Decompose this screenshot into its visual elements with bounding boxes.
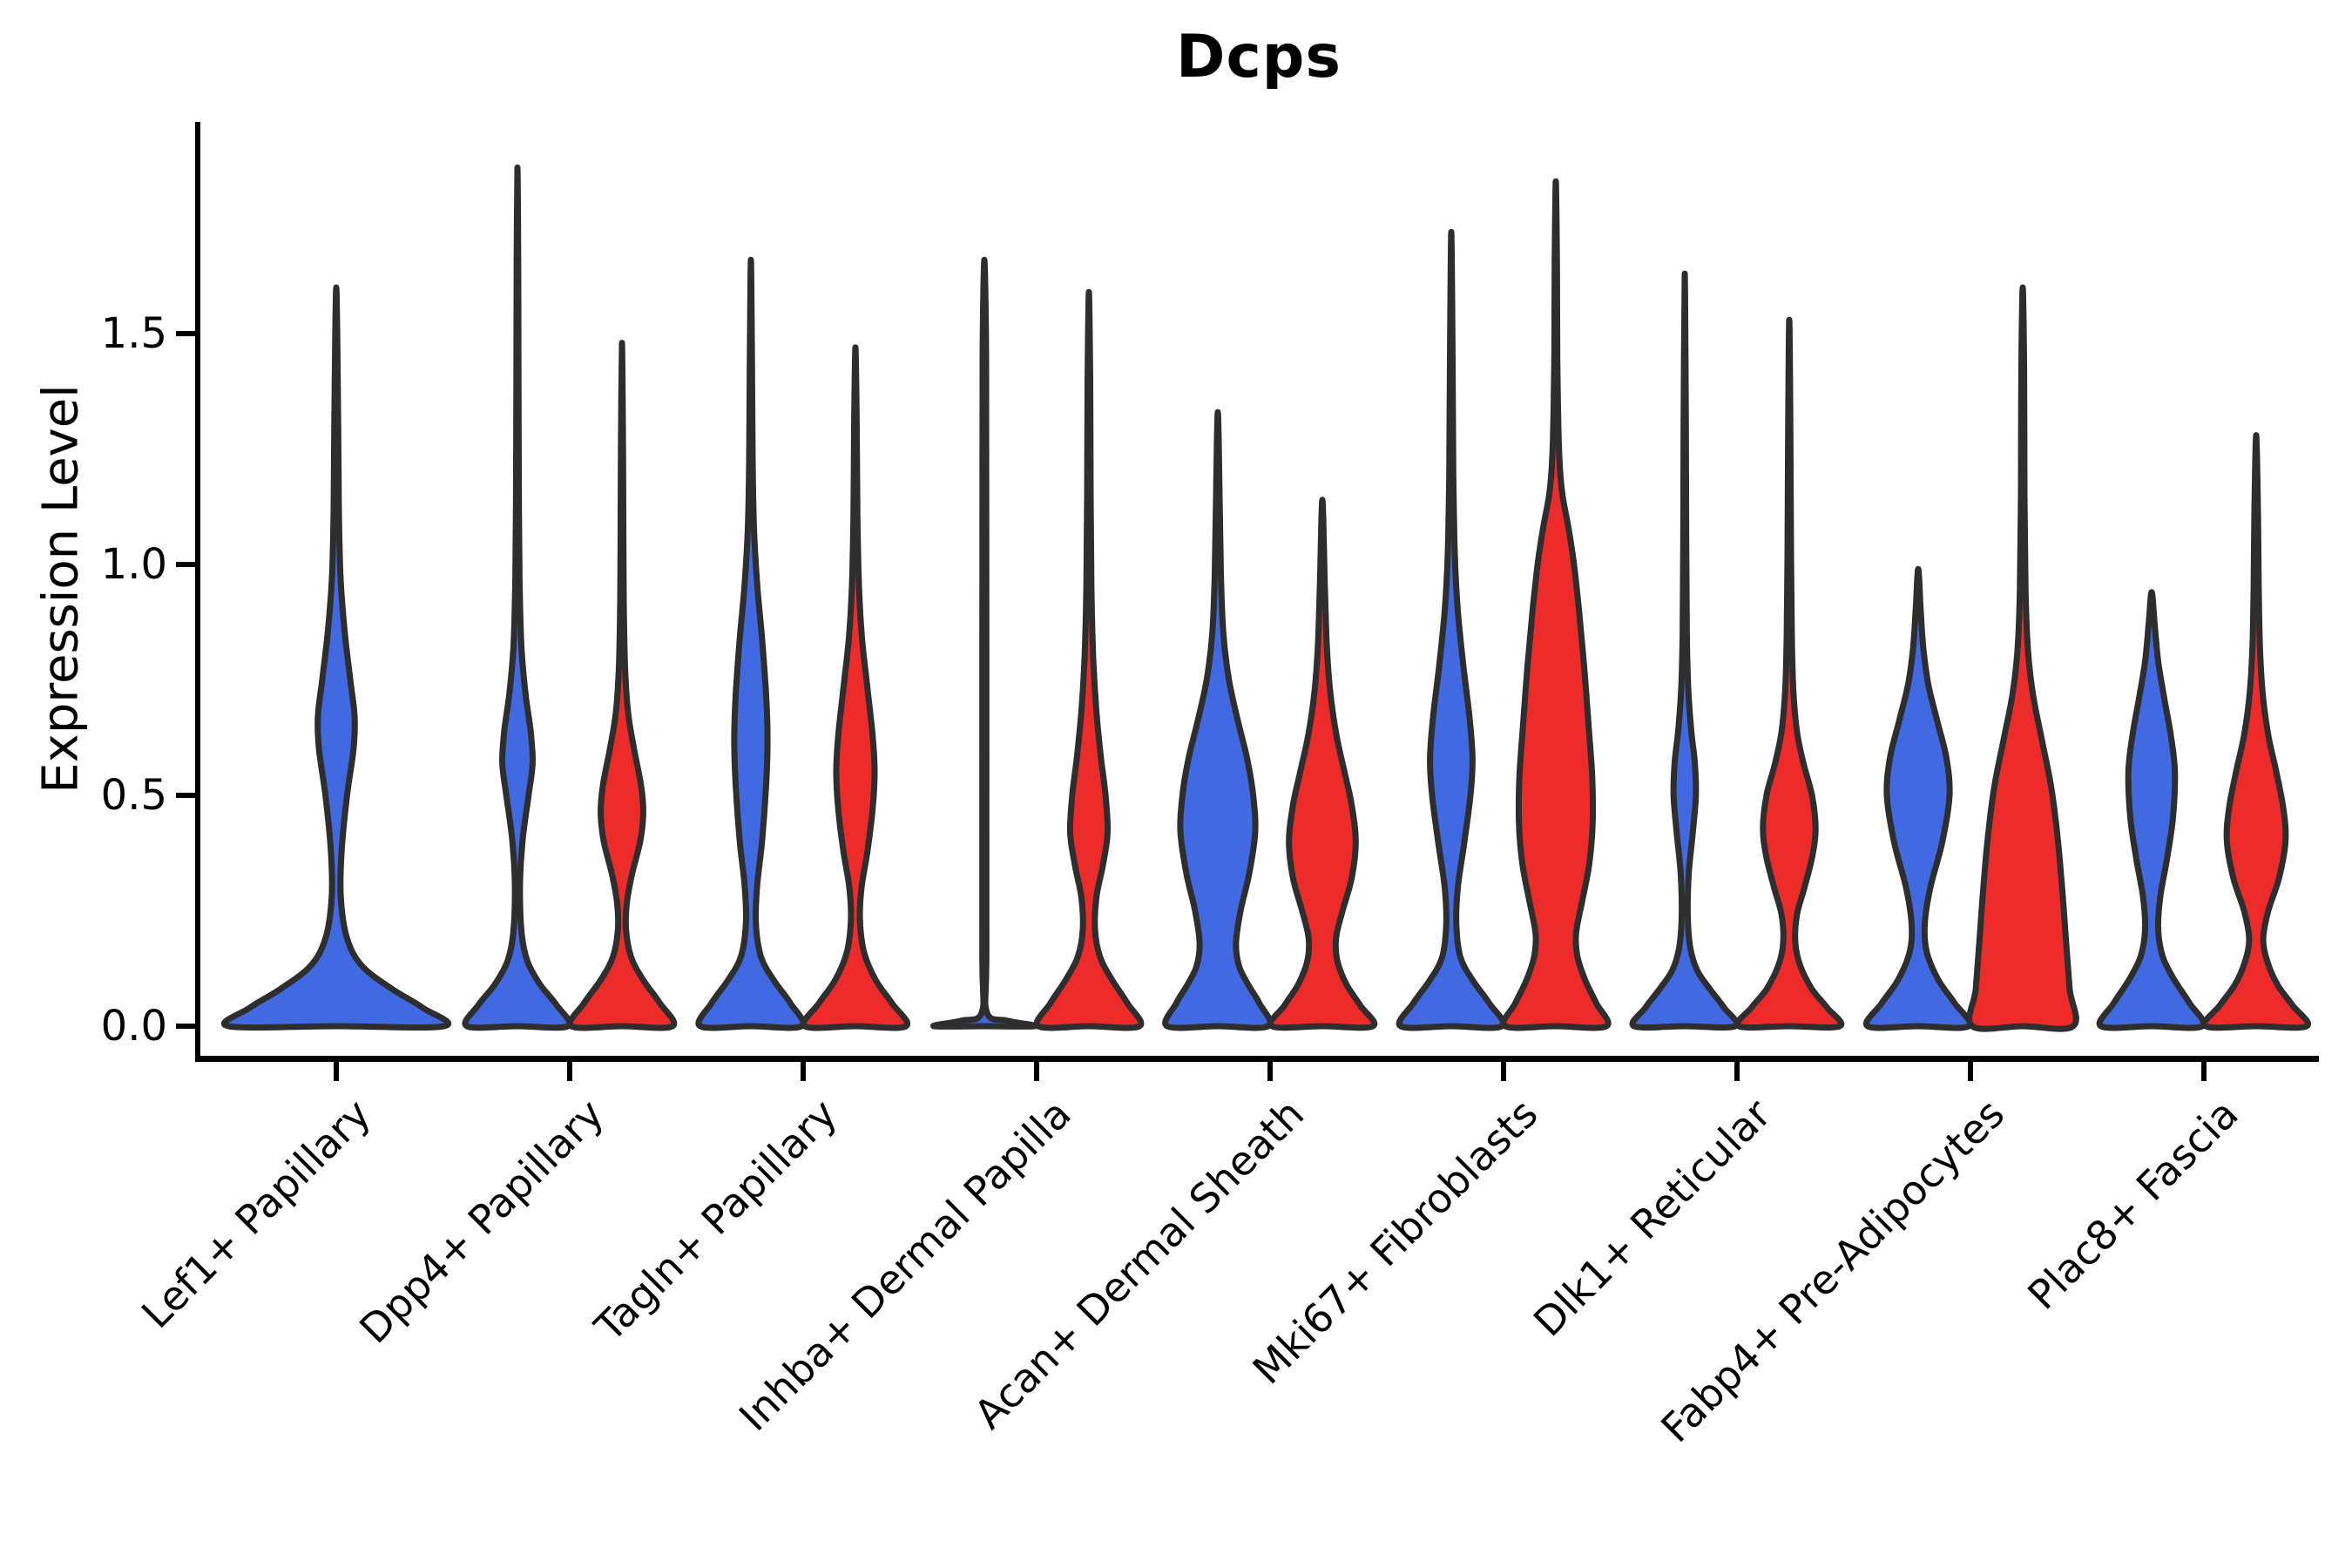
y-tick-label: 0.5 <box>100 771 167 820</box>
violin-dlk1-reticular-blue <box>1629 270 1740 1031</box>
violin-inhba-dermal-papilla-red <box>1033 288 1145 1031</box>
y-tick-mark <box>176 331 195 336</box>
x-tick-mark <box>1034 1062 1039 1081</box>
violin-acan-dermal-sheath-blue <box>1162 409 1274 1031</box>
violin-mki67-fibroblasts-blue <box>1396 228 1507 1031</box>
violin-fabp4-pre-adipocytes-blue <box>1862 565 1974 1031</box>
violin-dlk1-reticular-red <box>1734 316 1845 1031</box>
violin-dpp4-papillary-blue <box>462 164 573 1031</box>
y-tick-label: 1.0 <box>100 540 167 589</box>
violin-tagln-papillary-blue <box>695 256 807 1031</box>
violin-tagln-papillary-red <box>800 344 911 1031</box>
x-tick-mark <box>1501 1062 1506 1081</box>
violin-plac8-fascia-red <box>2200 432 2312 1031</box>
y-tick-label: 1.5 <box>100 309 167 358</box>
x-tick-mark <box>1734 1062 1740 1081</box>
x-tick-mark <box>2201 1062 2207 1081</box>
y-tick-label: 0.0 <box>100 1002 167 1051</box>
plot-title: Dcps <box>1176 23 1342 91</box>
x-axis-spine <box>195 1056 2319 1062</box>
violin-fabp4-pre-adipocytes-red <box>1966 284 2079 1032</box>
violin-plac8-fascia-blue <box>2096 589 2207 1031</box>
x-tick-mark <box>567 1062 572 1081</box>
x-tick-mark <box>801 1062 806 1081</box>
violin-acan-dermal-sheath-red <box>1267 497 1378 1031</box>
violin-dpp4-papillary-red <box>566 340 678 1031</box>
x-tick-mark <box>1968 1062 1973 1081</box>
violin-mki67-fibroblasts-red <box>1500 178 1612 1031</box>
y-tick-mark <box>176 1024 195 1029</box>
y-axis-spine <box>195 122 200 1062</box>
violin-inhba-dermal-papilla-blue <box>930 256 1038 1030</box>
violin-lef1-papillary-blue <box>221 284 451 1031</box>
y-tick-mark <box>176 562 195 567</box>
x-tick-mark <box>334 1062 339 1081</box>
x-tick-mark <box>1267 1062 1273 1081</box>
y-tick-mark <box>176 793 195 798</box>
